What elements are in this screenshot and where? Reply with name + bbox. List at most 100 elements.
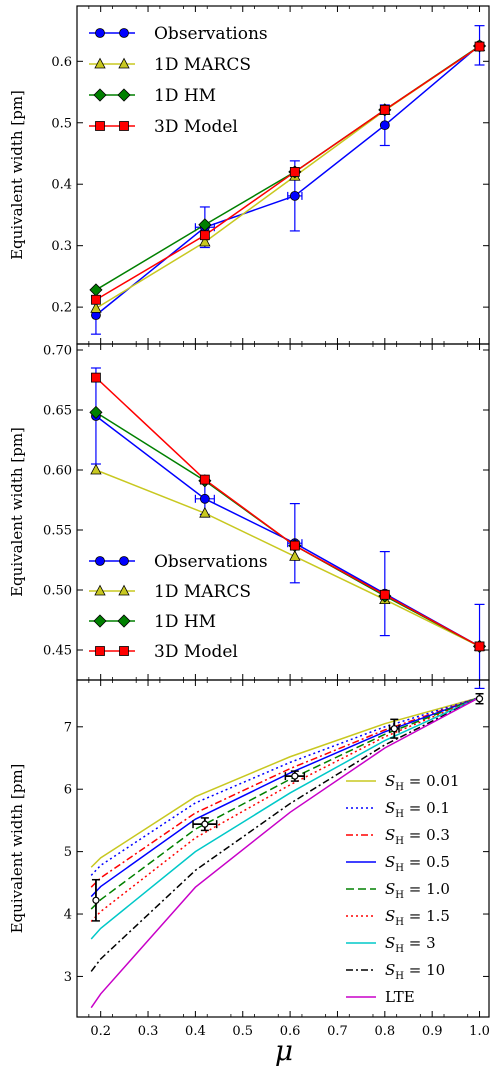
y-axis-label: Equivalent width [pm] [8, 90, 26, 260]
data-point [91, 294, 101, 305]
legend-label: 1D MARCS [154, 582, 251, 602]
legend-label: Observations [154, 24, 268, 44]
y-tick-label: 0.4 [51, 178, 72, 193]
legend-label: SH = 0.01 [385, 772, 460, 793]
y-tick-label: 0.65 [43, 404, 72, 419]
data-point [89, 405, 103, 419]
data-point [89, 283, 103, 297]
legend-marker [95, 646, 105, 656]
legend-marker [119, 556, 129, 566]
y-tick-label: 4 [64, 908, 72, 923]
x-tick-label: 0.4 [185, 1024, 206, 1039]
y-axis-label: Equivalent width [pm] [8, 764, 26, 934]
y-tick-label: 0.70 [43, 344, 72, 359]
data-point [90, 301, 102, 313]
panel-bottom: 0.2 0.3 0.4 0.5 0.6 0.7 0.8 0.9 1.0 3 4 5 6 7 Equivale… [8, 679, 490, 1039]
series-line [95, 45, 480, 291]
series-line [95, 377, 480, 648]
y-tick-label: 6 [64, 783, 72, 798]
data-point [379, 104, 390, 115]
model-curve [90, 696, 480, 910]
data-point [199, 235, 211, 247]
legend-label: 3D Model [154, 117, 238, 137]
y-tick-label: 0.3 [51, 239, 72, 254]
model-curve [90, 696, 480, 940]
legend-label: LTE [385, 988, 415, 1006]
data-point [379, 589, 390, 600]
data-point [289, 550, 301, 561]
legend-label: SH = 0.5 [385, 853, 450, 874]
x-tick-label: 0.9 [422, 1024, 443, 1039]
legend-marker [93, 88, 107, 102]
legend-marker [94, 584, 106, 596]
model-curve [90, 696, 480, 972]
data-point [90, 463, 102, 475]
model-curve [90, 696, 480, 868]
x-tick-label: 1.0 [469, 1024, 490, 1039]
legend-marker [117, 614, 131, 628]
model-curve [90, 696, 480, 923]
y-tick-label: 0.45 [43, 644, 72, 659]
x-tick-label: 0.7 [327, 1024, 348, 1039]
legend-marker [95, 121, 105, 131]
data-point [289, 190, 300, 201]
legend-marker [95, 28, 105, 38]
y-tick-label: 7 [64, 720, 72, 735]
legend-marker [118, 57, 130, 69]
y-axis-label: Equivalent width [pm] [8, 427, 26, 597]
legend-marker [119, 646, 129, 656]
observation-point [475, 695, 484, 703]
panel-top: 0.2 0.3 0.4 0.5 0.6 Equivalent width [pm] Obse… [8, 5, 490, 345]
x-tick-label: 0.3 [138, 1024, 159, 1039]
legend-label: SH = 0.3 [385, 826, 450, 847]
legend-label: 1D HM [154, 612, 216, 632]
y-tick-label: 3 [64, 970, 72, 985]
legend-label: SH = 10 [385, 961, 445, 982]
legend-label: Observations [154, 552, 268, 572]
data-point [289, 167, 300, 177]
observation-point [390, 725, 398, 733]
data-point [199, 493, 210, 504]
legend-label: 1D HM [154, 86, 216, 106]
legend-marker [94, 57, 106, 69]
y-tick-label: 0.2 [51, 301, 72, 316]
legend-label: SH = 1.5 [385, 907, 450, 928]
legend-marker [117, 88, 131, 102]
x-tick-label: 0.8 [374, 1024, 395, 1039]
legend-marker [119, 28, 129, 38]
x-tick-label: 0.2 [90, 1024, 111, 1039]
y-tick-label: 5 [64, 845, 72, 860]
plot-frame [76, 343, 490, 681]
plot-frame [76, 5, 490, 345]
model-curve [90, 696, 480, 876]
data-point [199, 230, 210, 241]
legend-label: 1D MARCS [154, 55, 251, 75]
data-point [289, 540, 300, 551]
y-tick-label: 0.5 [51, 116, 72, 131]
legend-marker [93, 614, 107, 628]
model-curve [90, 696, 480, 1009]
data-point [199, 474, 210, 485]
x-tick-label: 0.5 [232, 1024, 253, 1039]
model-curve [90, 696, 480, 898]
legend-marker [118, 584, 130, 596]
legend-label: SH = 1.0 [385, 880, 450, 901]
observation-point [201, 820, 209, 828]
y-tick-label: 0.55 [43, 524, 72, 539]
y-tick-label: 0.60 [43, 464, 72, 479]
legend-label: SH = 0.1 [385, 799, 450, 820]
observation-point [92, 896, 100, 904]
x-tick-label: 0.6 [280, 1024, 301, 1039]
data-point [199, 506, 211, 518]
legend-marker [119, 121, 129, 131]
y-tick-label: 0.6 [51, 55, 72, 70]
y-tick-label: 0.50 [43, 584, 72, 599]
legend-label: SH = 3 [385, 934, 436, 955]
x-axis-label: μ [275, 1034, 293, 1067]
plot-frame [76, 679, 490, 1018]
series-line [95, 45, 480, 301]
data-point [474, 641, 485, 652]
observation-point [291, 772, 299, 780]
panel-middle: 0.45 0.50 0.55 0.60 0.65 0.70 Equivalent width… [8, 343, 490, 690]
